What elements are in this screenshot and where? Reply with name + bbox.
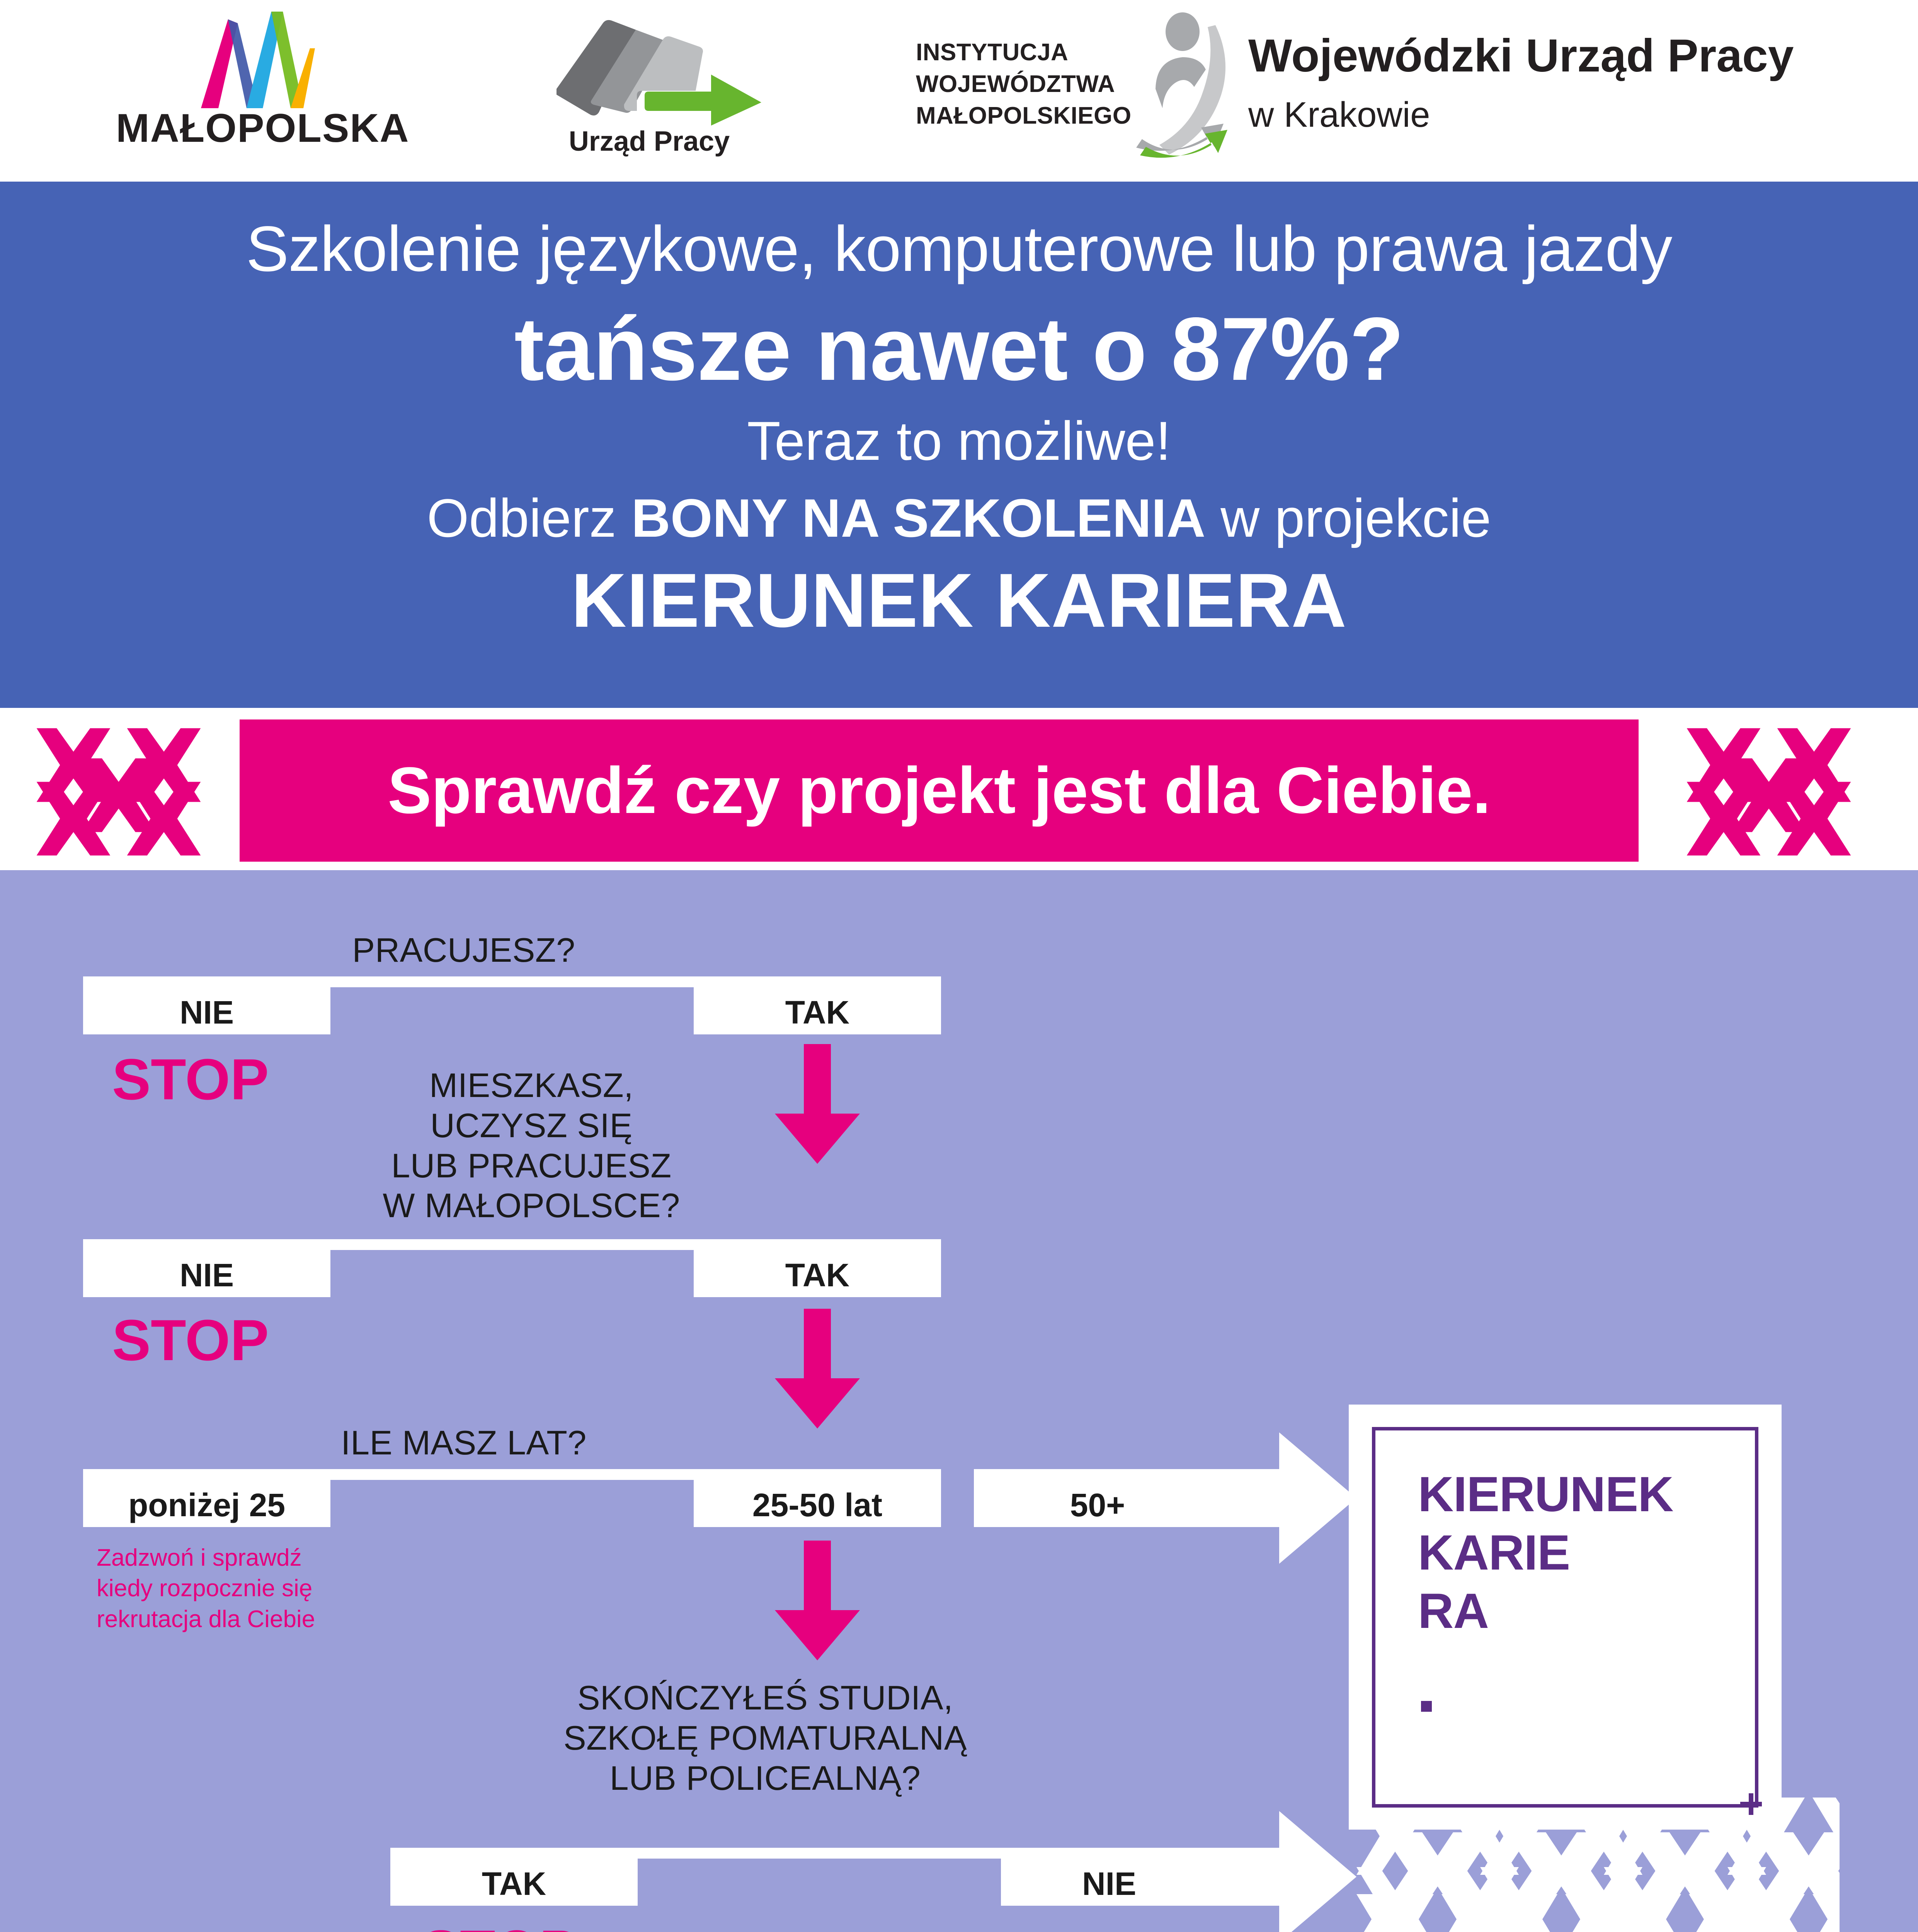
stop-1-label: STOP [112,1047,269,1112]
wup-line-1: Wojewódzki Urząd Pracy [1248,30,1794,82]
kierunek-kariera-text: KIERUNEK KARIE RA [1418,1465,1673,1640]
under25-note-line-3: rekrutacja dla Ciebie [97,1605,315,1633]
question-4-line-3: LUB POLICEALNĄ? [609,1759,921,1797]
malopolska-wordmark: MAŁOPOLSKA [116,106,410,151]
instytucja-line-3: MAŁOPOLSKIEGO [916,102,1132,129]
wup-krakow-logo: Wojewódzki Urząd Pracy w Krakowie [1132,8,1886,170]
answer-bar-1-left [83,976,330,1034]
instytucja-wojewodztwa-text: INSTYTUCJA WOJEWÓDZTWA MAŁOPOLSKIEGO [916,37,1156,131]
answer-4-yes: TAK [482,1866,546,1902]
answer-bar-2-right [694,1239,941,1297]
question-2-line-2: UCZYSZ SIĘ [430,1106,633,1145]
banner-text: Sprawdź czy projekt jest dla Ciebie. [388,754,1491,827]
under25-note-line-2: kiedy rozpocznie się [97,1575,313,1602]
right-arrow-50plus-icon [1179,1432,1356,1564]
folk-cross-motif-grid-icon [1356,1798,1840,1932]
answer-bar-3-left [83,1469,330,1527]
wup-line-2: w Krakowie [1248,95,1430,134]
under25-note: Zadzwoń i sprawdź kiedy rozpocznie się r… [97,1543,406,1634]
question-2-line-1: MIESZKASZ, [429,1066,634,1104]
kierunek-kariera-result-card: KIERUNEK KARIE RA [1349,1405,1782,1830]
kierunek-kariera-period-mark [1421,1701,1432,1712]
question-3-label: ILE MASZ LAT? [341,1423,587,1462]
check-eligibility-banner: Sprawdź czy projekt jest dla Ciebie. [240,719,1639,862]
kk-line-2: KARIE [1418,1525,1570,1581]
banner-zone: Sprawdź czy projekt jest dla Ciebie. [0,708,1918,870]
question-2-line-4: W MAŁOPOLSCE? [383,1186,680,1225]
header-line-1: Szkolenie językowe, komputerowe lub praw… [246,213,1673,285]
header-line-4: Odbierz BONY NA SZKOLENIA w projekcie [0,487,1918,549]
kierunek-kariera-frame: KIERUNEK KARIE RA [1372,1427,1762,1815]
under25-note-line-1: Zadzwoń i sprawdź [97,1544,302,1571]
question-4-line-1: SKOŃCZYŁEŚ STUDIA, [577,1679,953,1717]
down-arrow-2-icon [775,1309,860,1429]
kk-line-1: KIERUNEK [1418,1467,1673,1522]
header-line-3: Teraz to możliwe! [747,410,1171,472]
header-line-4-pre: Odbierz [427,488,631,548]
answer-2-no: NIE [179,1257,234,1293]
question-2-line-3: LUB PRACUJESZ [391,1146,672,1185]
answer-4-no: NIE [1082,1866,1137,1902]
question-4-line-2: SZKOŁĘ POMATURALNĄ [563,1718,967,1757]
header-project-name: KIERUNEK KARIERA [571,558,1347,643]
answer-bar-4-bridge [638,1848,1013,1859]
wup-figure-icon [1136,12,1227,158]
down-arrow-3-icon [775,1541,860,1660]
instytucja-line-2: WOJEWÓDZTWA [916,70,1115,97]
folk-cross-motif-right-icon [1687,728,1851,855]
question-1-label: PRACUJESZ? [352,931,575,969]
urzad-pracy-logo: Urząd Pracy [533,10,781,168]
kk-line-3: RA [1418,1583,1489,1639]
answer-3-25-50: 25-50 lat [752,1487,883,1523]
question-2-label: MIESZKASZ, UCZYSZ SIĘ LUB PRACUJESZ W MA… [309,1065,754,1226]
answer-3-under25: poniżej 25 [128,1487,286,1523]
stop-2-label: STOP [112,1308,269,1372]
question-4-label: SKOŃCZYŁEŚ STUDIA, SZKOŁĘ POMATURALNĄ LU… [495,1678,1036,1798]
malopolska-m-mark-icon [201,12,315,108]
urzad-pracy-mark-icon [557,20,761,126]
header-banner: Szkolenie językowe, komputerowe lub praw… [0,182,1918,708]
answer-bar-3-middle [694,1469,941,1527]
answer-bar-1-right [694,976,941,1034]
stop-3-label: STOP [421,1917,578,1932]
eligibility-flowchart: PRACUJESZ? NIE TAK STOP MIESZKASZ, UCZYS… [0,870,1918,1932]
urzad-pracy-wordmark: Urząd Pracy [568,126,730,157]
plus-icon [1740,1793,1762,1815]
folk-cross-motif-left-icon [36,728,201,855]
right-arrow-no-icon [1179,1811,1356,1932]
down-arrow-1-icon [775,1044,860,1164]
header-line-2: tańsze nawet o 87%? [514,299,1404,399]
logo-bar: MAŁOPOLSKA Urząd Pracy INSTYTUCJA WOJEWÓ… [0,0,1918,182]
malopolska-logo: MAŁOPOLSKA [116,12,410,166]
instytucja-line-1: INSTYTUCJA [916,39,1069,66]
answer-bar-4-left [390,1848,638,1906]
answer-1-yes: TAK [785,994,850,1031]
answer-bar-2-left [83,1239,330,1297]
header-line-4-bold: BONY NA SZKOLENIA [631,488,1206,548]
answer-3-50plus: 50+ [1070,1487,1125,1523]
header-line-4-post: w projekcie [1205,488,1491,548]
answer-1-no: NIE [179,994,234,1031]
answer-2-yes: TAK [785,1257,850,1293]
